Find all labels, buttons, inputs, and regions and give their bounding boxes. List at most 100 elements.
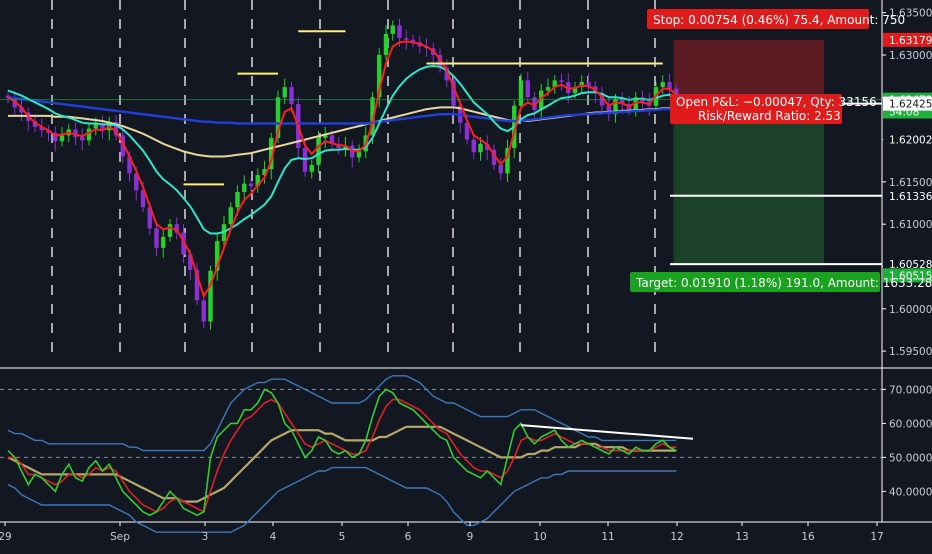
stop-label-box <box>647 9 869 29</box>
time-tick-label: 29 <box>0 531 12 543</box>
target-label-box <box>630 272 880 292</box>
price-tick-label: 1.60000 <box>889 304 932 316</box>
candle-body <box>518 80 524 106</box>
candle-body <box>620 98 625 105</box>
candle-body <box>19 107 24 113</box>
ema-mid-line <box>7 64 677 235</box>
candle-body <box>437 54 443 68</box>
candle-body <box>174 224 179 233</box>
risk-reward-label: Risk/Reward Ratio: 2.53 <box>698 109 841 123</box>
candle-body <box>167 224 173 237</box>
candle-body <box>86 128 92 141</box>
candle-body <box>140 190 146 208</box>
candle-body <box>316 137 321 165</box>
pnl-label-box <box>670 94 842 124</box>
candle-body <box>485 143 490 150</box>
price-label-box <box>883 132 932 147</box>
price-label: 1.60528 <box>889 259 932 271</box>
candle-body <box>532 97 537 110</box>
candle-body <box>127 156 132 174</box>
rsi-tick-label: 70.00000 <box>889 384 932 396</box>
price-label: 1.62002 <box>889 134 932 146</box>
time-tick-label: 4 <box>270 531 277 543</box>
candle-body <box>242 183 247 193</box>
candle-body <box>343 145 348 149</box>
candle-body <box>208 270 213 322</box>
price-label-box <box>883 32 932 47</box>
candle-body <box>404 38 409 40</box>
candle-body <box>93 124 98 129</box>
candle-body <box>73 129 78 138</box>
time-tick-label: 9 <box>467 531 474 543</box>
time-axis[interactable]: 29 Sep 3 4 5 6 9 10 11 12 13 16 17 <box>0 522 884 543</box>
candle-body <box>147 207 152 229</box>
stop-label: Stop: 0.00754 (0.46%) 75.4, Amount: 750 <box>653 13 905 27</box>
price-pane[interactable] <box>0 18 882 330</box>
time-tick-label: 10 <box>533 531 546 543</box>
candle-body <box>194 269 200 301</box>
candle-body <box>262 169 267 176</box>
candle-body <box>464 122 470 140</box>
price-tick-label: 1.61000 <box>889 219 932 231</box>
stop-zone <box>673 39 824 100</box>
candle-body <box>134 173 139 191</box>
candle-body <box>282 87 287 98</box>
price-label: 1.63179 <box>889 35 932 47</box>
target-zone <box>673 99 824 266</box>
candle-body <box>235 192 240 208</box>
rsi-axis[interactable]: 70.00000 60.00000 50.00000 40.00000 <box>882 384 932 498</box>
candle-body <box>275 97 281 138</box>
price-axis[interactable]: 1.635001.630001.625001.620001.615001.610… <box>882 8 932 358</box>
candle-body <box>410 39 416 43</box>
candle-body <box>255 175 260 187</box>
candle-body <box>559 80 564 83</box>
time-tick-label: 11 <box>601 531 614 543</box>
price-tick-label: 1.63000 <box>889 50 932 62</box>
time-tick-label: 17 <box>870 531 883 543</box>
candle-body <box>100 124 105 131</box>
candle-body <box>397 25 402 39</box>
candle-body <box>566 82 571 94</box>
time-tick-label: 13 <box>735 531 748 543</box>
price-label-box <box>883 268 932 283</box>
candle-body <box>356 151 362 158</box>
price-label: 1.60515 <box>889 270 932 282</box>
trade-position[interactable]: Stop: 0.00754 (0.46%) 75.4, Amount: 750 … <box>630 9 932 292</box>
candle-body <box>390 25 395 34</box>
candle-body <box>120 135 125 157</box>
candle-body <box>613 98 618 115</box>
ema-fast-line <box>7 40 677 299</box>
candle-body <box>39 126 44 131</box>
candle-body <box>32 120 38 127</box>
candle-body <box>491 149 497 165</box>
candle-body <box>161 236 166 248</box>
candle-body <box>478 143 483 153</box>
rsi-upper-band <box>7 375 677 452</box>
candle-body <box>289 87 294 105</box>
candle-body <box>59 135 65 142</box>
candle-body <box>606 105 611 115</box>
candle-body <box>667 82 672 89</box>
candle-body <box>113 121 119 136</box>
rsi-pane[interactable] <box>0 375 882 533</box>
rsi-tick-label: 40.00000 <box>889 486 932 498</box>
candle-body <box>539 90 544 110</box>
time-tick-label: Sep <box>110 531 130 543</box>
candle-body <box>5 95 11 99</box>
price-label: 1.62425 <box>889 99 932 111</box>
price-tick-label: 1.63500 <box>889 8 932 20</box>
candle-body <box>188 254 193 270</box>
time-tick-label: 3 <box>202 531 209 543</box>
candle-body <box>154 228 159 248</box>
time-tick-label: 12 <box>670 531 683 543</box>
time-tick-label: 6 <box>405 531 412 543</box>
rsi-lower-band <box>7 466 677 533</box>
price-label: 1.61336 <box>889 191 932 203</box>
price-tick-label: 1.59500 <box>889 346 932 358</box>
candle-body <box>377 54 382 98</box>
candle-body <box>248 183 254 187</box>
candle-body <box>451 80 456 106</box>
price-label-box <box>883 96 932 111</box>
